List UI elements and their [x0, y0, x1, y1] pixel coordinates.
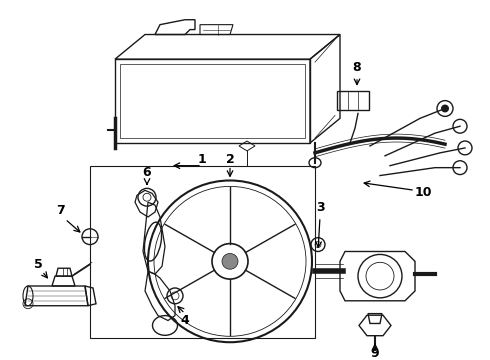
Text: 8: 8 — [353, 60, 361, 73]
Text: 3: 3 — [316, 201, 324, 213]
Text: 4: 4 — [181, 314, 189, 327]
Circle shape — [222, 253, 238, 269]
Text: 9: 9 — [371, 347, 379, 360]
Text: 2: 2 — [225, 153, 234, 166]
Text: 6: 6 — [143, 166, 151, 179]
Bar — [90, 166, 315, 338]
Text: 5: 5 — [34, 258, 42, 271]
Text: 10: 10 — [415, 186, 433, 199]
Circle shape — [441, 104, 449, 112]
Text: 7: 7 — [56, 203, 64, 217]
Text: 1: 1 — [197, 153, 206, 166]
